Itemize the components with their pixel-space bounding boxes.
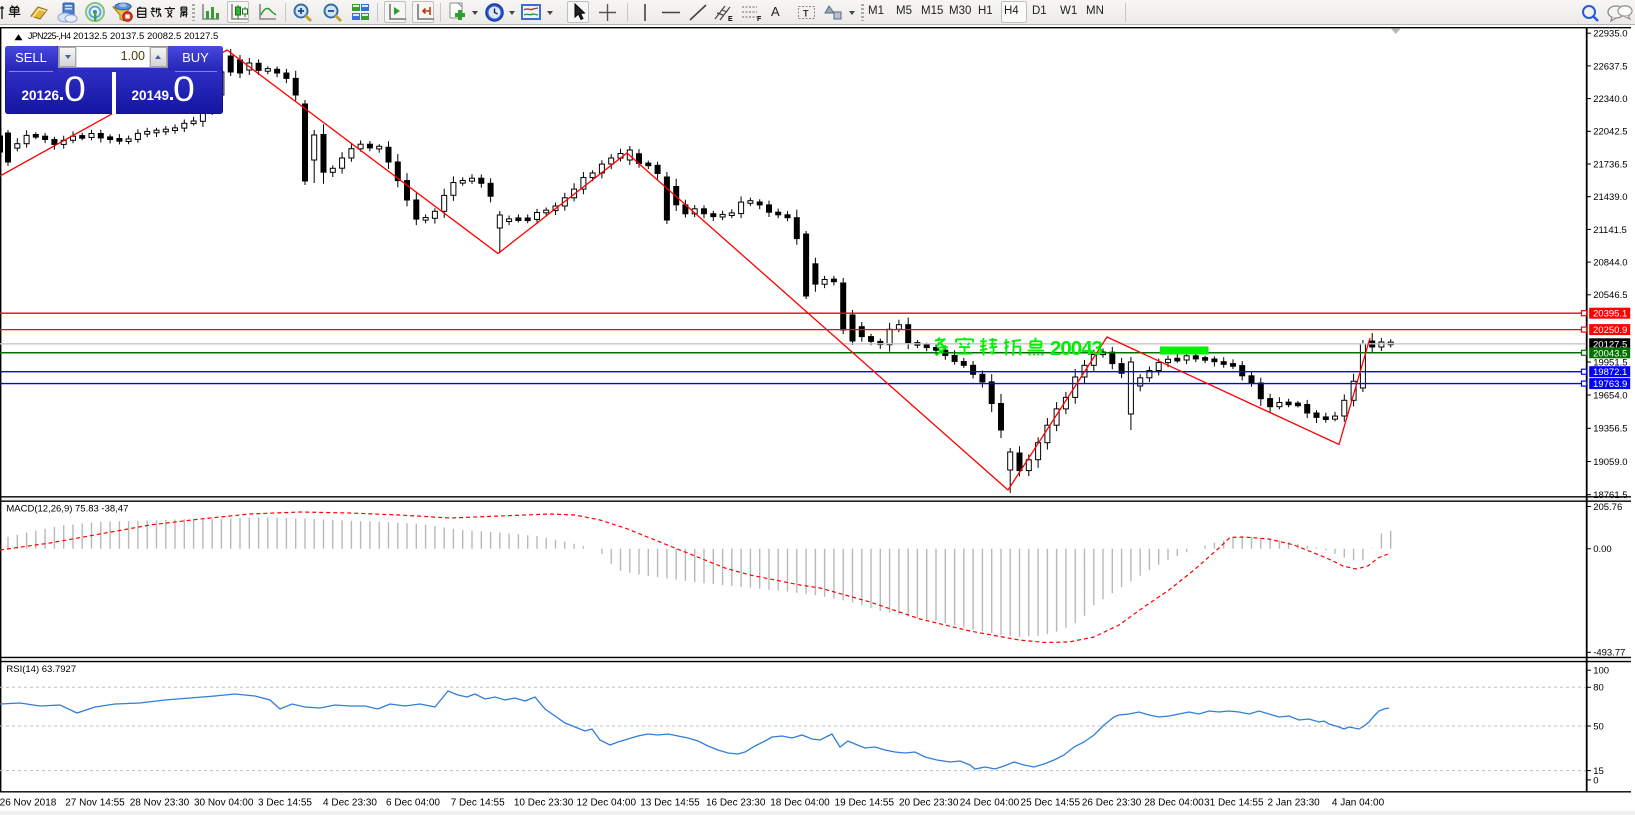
svg-text:20043: 20043 bbox=[1050, 337, 1103, 360]
svg-text:4 Dec 23:30: 4 Dec 23:30 bbox=[323, 798, 377, 809]
svg-text:19872.1: 19872.1 bbox=[1593, 367, 1627, 378]
svg-text:19 Dec 14:55: 19 Dec 14:55 bbox=[835, 798, 895, 809]
svg-text:80: 80 bbox=[1593, 683, 1604, 694]
svg-text:20132.5 20137.5 20082.5 20127.: 20132.5 20137.5 20082.5 20127.5 bbox=[73, 31, 218, 42]
svg-text:19763.9: 19763.9 bbox=[1593, 379, 1627, 390]
svg-text:MACD(12,26,9) 75.83 -38,47: MACD(12,26,9) 75.83 -38,47 bbox=[6, 504, 128, 515]
svg-text:RSI(14) 63.7927: RSI(14) 63.7927 bbox=[6, 664, 76, 675]
svg-text:26 Nov 2018: 26 Nov 2018 bbox=[0, 798, 57, 809]
svg-text:20844.0: 20844.0 bbox=[1593, 258, 1627, 269]
svg-text:21439.0: 21439.0 bbox=[1593, 192, 1627, 203]
svg-text:13 Dec 14:55: 13 Dec 14:55 bbox=[640, 798, 700, 809]
svg-text:16 Dec 23:30: 16 Dec 23:30 bbox=[706, 798, 766, 809]
svg-text:JPN225-,H4: JPN225-,H4 bbox=[28, 31, 71, 41]
svg-text:12 Dec 04:00: 12 Dec 04:00 bbox=[577, 798, 637, 809]
svg-text:50: 50 bbox=[1593, 721, 1604, 732]
svg-text:28 Dec 04:00: 28 Dec 04:00 bbox=[1144, 798, 1204, 809]
svg-text:19059.0: 19059.0 bbox=[1593, 457, 1627, 468]
svg-text:22637.5: 22637.5 bbox=[1593, 61, 1627, 72]
svg-text:2 Jan 23:30: 2 Jan 23:30 bbox=[1267, 798, 1320, 809]
svg-text:19654.0: 19654.0 bbox=[1593, 390, 1627, 401]
svg-text:20546.5: 20546.5 bbox=[1593, 290, 1627, 301]
svg-text:22935.0: 22935.0 bbox=[1593, 29, 1627, 40]
svg-text:30 Nov 04:00: 30 Nov 04:00 bbox=[194, 798, 254, 809]
svg-text:0.00: 0.00 bbox=[1593, 544, 1612, 555]
svg-text:20395.1: 20395.1 bbox=[1593, 309, 1627, 320]
svg-text:15: 15 bbox=[1593, 766, 1604, 777]
svg-text:27 Nov 14:55: 27 Nov 14:55 bbox=[65, 798, 125, 809]
svg-text:21736.5: 21736.5 bbox=[1593, 159, 1627, 170]
svg-text:205.76: 205.76 bbox=[1593, 502, 1622, 513]
svg-text:25 Dec 14:55: 25 Dec 14:55 bbox=[1021, 798, 1081, 809]
svg-text:-493.77: -493.77 bbox=[1593, 648, 1625, 659]
svg-text:24 Dec 04:00: 24 Dec 04:00 bbox=[960, 798, 1020, 809]
svg-text:20127.5: 20127.5 bbox=[1593, 339, 1627, 350]
svg-text:20043.5: 20043.5 bbox=[1593, 348, 1627, 359]
svg-text:18761.5: 18761.5 bbox=[1593, 490, 1627, 501]
svg-text:3 Dec 14:55: 3 Dec 14:55 bbox=[258, 798, 312, 809]
svg-text:T: T bbox=[803, 9, 809, 19]
svg-text:22042.5: 22042.5 bbox=[1593, 127, 1627, 138]
svg-text:7 Dec 14:55: 7 Dec 14:55 bbox=[451, 798, 505, 809]
svg-text:F: F bbox=[757, 16, 762, 22]
svg-text:E: E bbox=[728, 16, 733, 22]
svg-text:18 Dec 04:00: 18 Dec 04:00 bbox=[770, 798, 830, 809]
svg-text:4 Jan 04:00: 4 Jan 04:00 bbox=[1332, 798, 1385, 809]
svg-text:6 Dec 04:00: 6 Dec 04:00 bbox=[386, 798, 440, 809]
svg-text:100: 100 bbox=[1593, 666, 1609, 677]
svg-text:20 Dec 23:30: 20 Dec 23:30 bbox=[899, 798, 959, 809]
svg-text:20250.9: 20250.9 bbox=[1593, 325, 1627, 336]
svg-text:31 Dec 14:55: 31 Dec 14:55 bbox=[1204, 798, 1264, 809]
svg-text:22340.0: 22340.0 bbox=[1593, 94, 1627, 105]
svg-text:19951.5: 19951.5 bbox=[1593, 357, 1627, 368]
svg-text:0: 0 bbox=[1593, 775, 1598, 786]
svg-text:21141.5: 21141.5 bbox=[1593, 225, 1627, 236]
svg-text:19356.5: 19356.5 bbox=[1593, 424, 1627, 435]
svg-text:10 Dec 23:30: 10 Dec 23:30 bbox=[514, 798, 574, 809]
svg-text:28 Nov 23:30: 28 Nov 23:30 bbox=[130, 798, 190, 809]
svg-text:26 Dec 23:30: 26 Dec 23:30 bbox=[1082, 798, 1142, 809]
